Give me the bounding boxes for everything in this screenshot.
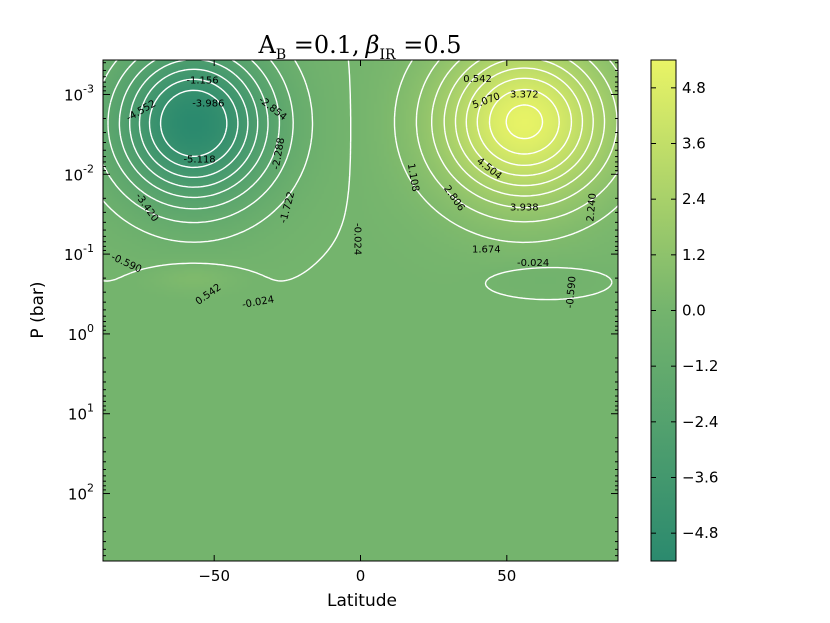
plot-area: -1.156-4.552 -3.986 -2.854-2.288-5.118-1.7…	[102, 59, 619, 562]
contour-line-negative	[103, 60, 613, 301]
y-tick-label: 10-1	[64, 242, 94, 264]
y-tick-label: 10-3	[64, 82, 94, 104]
contour-line-negative	[103, 60, 314, 243]
x-tick-label: −50	[198, 567, 230, 585]
colorbar: 4.8 3.6 2.4 1.2 0.0 −1.2 −2.4 −3.6 −4.8	[650, 59, 718, 562]
y-axis: 10-3 10-2 10-1 100 101 102	[64, 62, 618, 562]
contour-label: 0.542	[463, 74, 492, 85]
contour-line-negative	[107, 60, 281, 210]
contour-line-positive	[431, 60, 618, 209]
contour-line-positive	[476, 77, 573, 166]
contour-label: -3.986	[192, 99, 224, 110]
contour-label: -0.024	[352, 223, 363, 255]
contour-line-positive	[443, 60, 606, 197]
colorbar-tick-label: 2.4	[682, 190, 706, 208]
y-axis-label: P (bar)	[28, 281, 48, 338]
contour-line-positive	[415, 60, 618, 223]
contour-line-negative	[138, 68, 249, 178]
colorbar-ticks: 4.8 3.6 2.4 1.2 0.0 −1.2 −2.4 −3.6 −4.8	[651, 79, 718, 542]
contour-line-positive	[488, 88, 560, 155]
contour-label: -0.024	[517, 258, 549, 269]
contour-label: -5.118	[183, 154, 215, 165]
contour-line-positive	[393, 60, 618, 244]
y-tick-label: 100	[68, 322, 94, 344]
contour-line-negative	[118, 60, 269, 199]
colorbar-tick-label: −1.2	[682, 357, 718, 375]
contour-label: 1.108	[405, 163, 421, 193]
x-tick-label: 0	[356, 567, 366, 585]
colorbar-tick-label: 1.2	[682, 246, 706, 264]
contour-line-positive	[505, 104, 544, 140]
colorbar-tick-label: 4.8	[682, 79, 706, 97]
y-tick-label: 10-2	[64, 162, 94, 184]
x-tick-label: 50	[497, 567, 516, 585]
contour-line-negative	[159, 89, 228, 157]
colorbar-tick-label: 0.0	[682, 302, 706, 320]
contour-label: 3.372	[510, 89, 539, 100]
contour-line-negative	[148, 78, 239, 169]
contour-line-positive	[454, 60, 594, 187]
colorbar-tick-label: −2.4	[682, 413, 718, 431]
colorbar-tick-label: −4.8	[682, 524, 718, 542]
heatmap-field	[103, 60, 618, 561]
x-axis: −50 0 50	[198, 60, 516, 585]
colorbar-tick-label: 3.6	[682, 135, 706, 153]
contour-line-negative	[103, 60, 294, 224]
contour-label: -1.156	[186, 76, 218, 87]
y-tick-label: 101	[68, 402, 94, 424]
contour-label: -0.590	[565, 276, 579, 309]
contour-lines	[103, 60, 618, 301]
y-tick-label: 102	[68, 482, 94, 504]
contour-line-positive	[465, 67, 584, 177]
contour-label: 2.240	[585, 193, 598, 222]
contour-line-negative	[129, 60, 259, 188]
x-axis-label: Latitude	[327, 591, 397, 611]
colorbar-tick-label: −3.6	[682, 469, 718, 487]
contour-label: 1.674	[472, 244, 501, 255]
contour-label: 3.938	[510, 202, 539, 213]
chart-title: AB =0.1, βIR =0.5	[257, 31, 461, 63]
